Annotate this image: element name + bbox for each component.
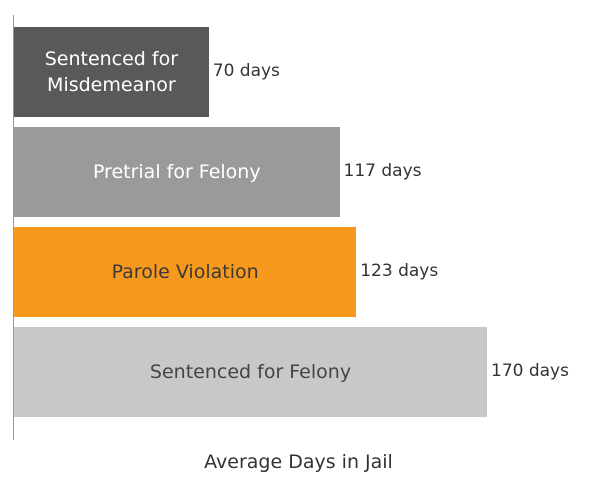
axis-line: [13, 15, 14, 440]
bar-category-label: Sentenced for Felony: [149, 361, 352, 383]
x-axis-label: Average Days in Jail: [204, 451, 393, 473]
value-label: 70 days: [212, 61, 280, 81]
value-label: 117 days: [343, 161, 422, 181]
bar: Sentenced for Misdemeanor: [14, 27, 209, 117]
bar-category-label: Sentenced for Misdemeanor: [44, 48, 179, 96]
bar-category-label: Pretrial for Felony: [92, 161, 261, 183]
bar: Parole Violation: [14, 227, 357, 317]
value-label: 123 days: [360, 261, 439, 281]
value-label: 170 days: [491, 361, 569, 381]
bar: Sentenced for Felony: [14, 327, 487, 417]
bar: Pretrial for Felony: [14, 127, 340, 217]
bar-category-label: Parole Violation: [111, 261, 259, 283]
